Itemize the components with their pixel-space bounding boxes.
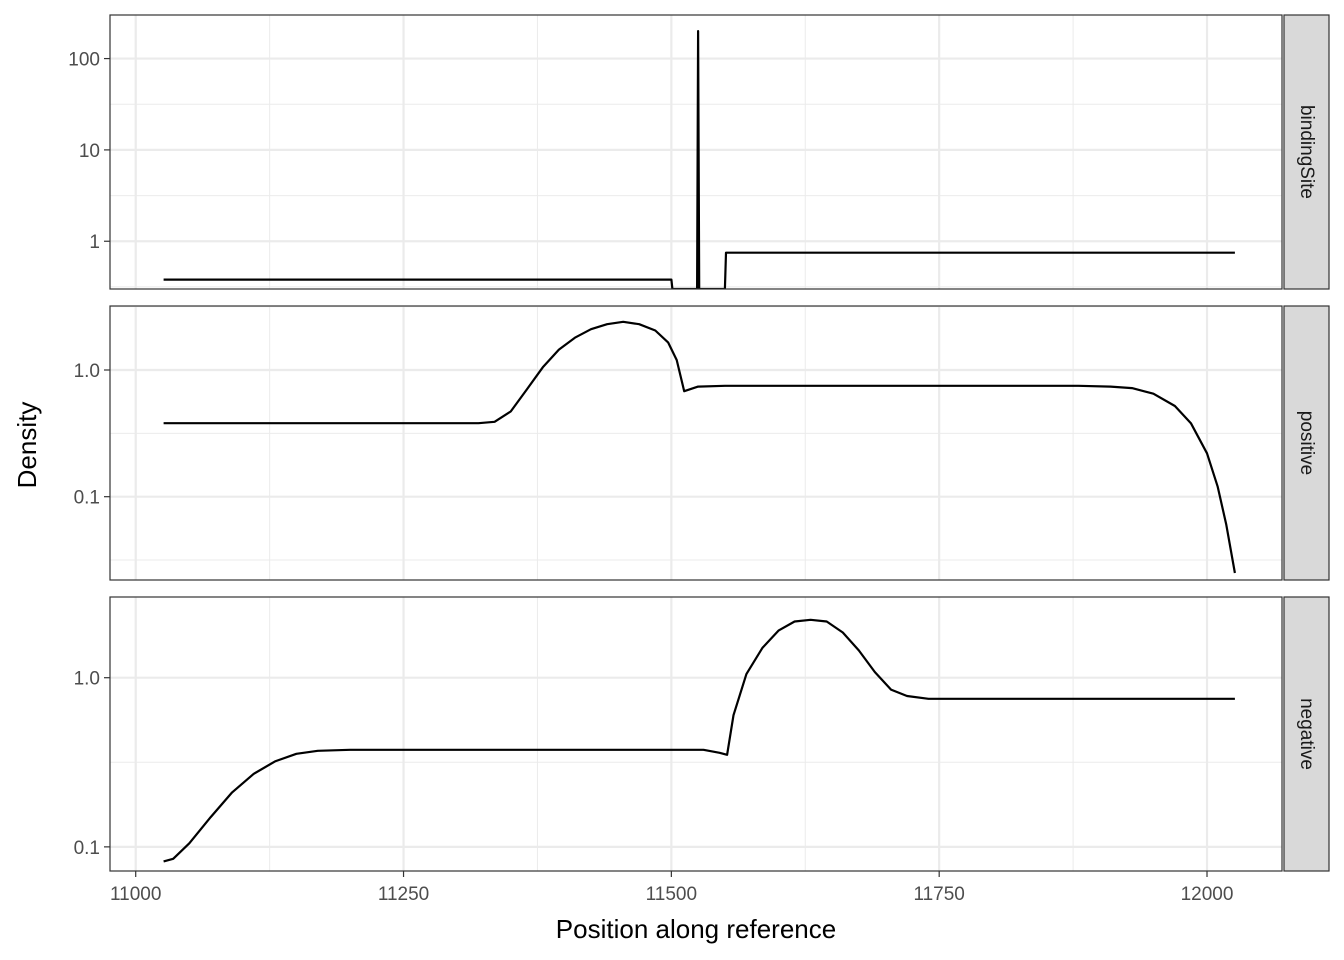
y-tick-label: 1.0	[74, 669, 100, 690]
series-line-bindingSite	[163, 30, 1235, 289]
x-tick-label: 11000	[110, 884, 161, 905]
series-line-positive	[163, 320, 1236, 574]
y-tick-label: 1.0	[74, 361, 100, 382]
y-tick-label: 0.1	[74, 488, 100, 509]
facet-strip	[1283, 14, 1330, 290]
x-tick-label: 11500	[646, 884, 697, 905]
panel-negative: 0.1 1.0 negative	[74, 596, 1330, 872]
y-tick-label: 10	[79, 141, 100, 162]
series-line-negative	[163, 618, 1235, 863]
x-tick-label: 11250	[378, 884, 429, 905]
x-axis-title: Position along reference	[556, 914, 836, 944]
facet-strip	[1283, 596, 1330, 872]
panel-background	[110, 306, 1282, 580]
panel-background	[110, 597, 1282, 871]
y-tick-label: 1	[89, 232, 100, 253]
panel-border	[109, 305, 1283, 581]
y-tick-label: 0.1	[74, 838, 100, 859]
panel-background	[110, 15, 1282, 289]
y-axis-title: Density	[12, 402, 42, 489]
facet-strip	[1283, 305, 1330, 581]
chart-panels: 1 10 100 bindingSite 0.1 1.0 positive 0.1 1.0 neg…	[68, 14, 1330, 872]
x-axis: 11000 11250 11500 11750 12000	[110, 871, 1233, 905]
y-tick-label: 100	[68, 50, 100, 71]
panel-border	[109, 14, 1283, 290]
panel-positive: 0.1 1.0 positive	[74, 305, 1330, 581]
panel-bindingSite: 1 10 100 bindingSite	[68, 14, 1330, 290]
facet-strip-label: bindingSite	[1296, 105, 1317, 199]
x-tick-label: 12000	[1181, 884, 1234, 905]
x-tick-label: 11750	[913, 884, 964, 905]
panel-border	[109, 596, 1283, 872]
facet-strip-label: negative	[1296, 698, 1317, 770]
facet-strip-label: positive	[1296, 411, 1317, 475]
